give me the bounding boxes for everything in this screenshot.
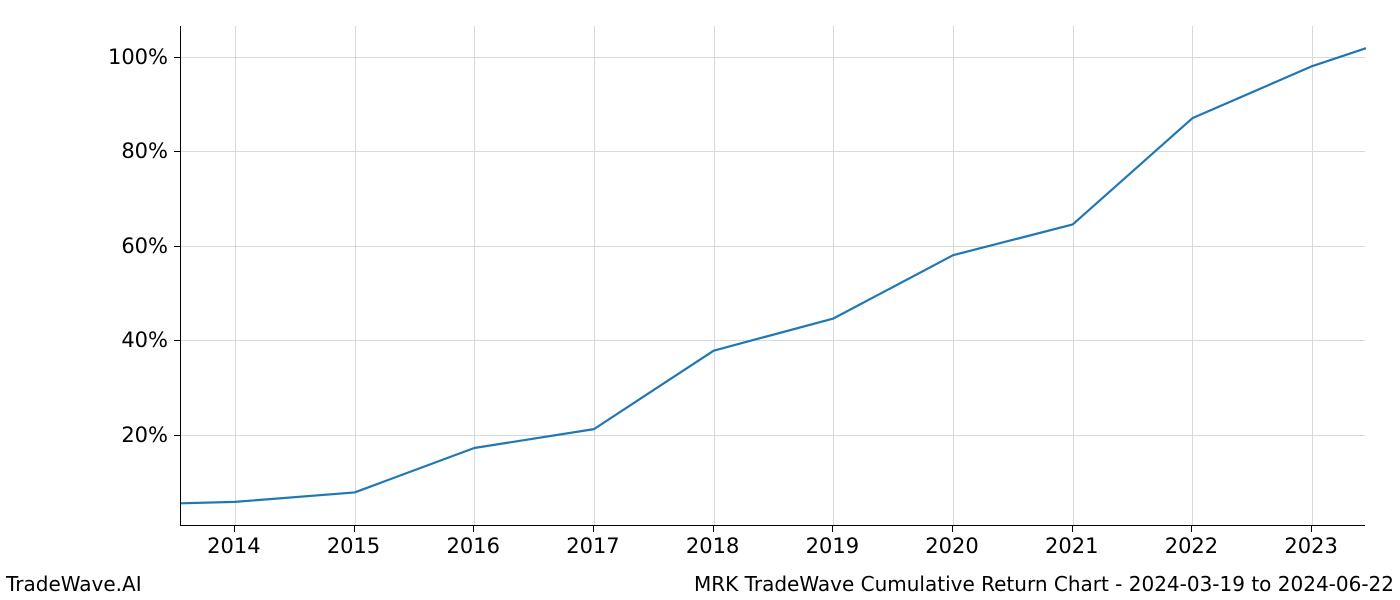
x-tick-label: 2018 bbox=[686, 534, 739, 558]
x-tick-mark bbox=[234, 526, 235, 532]
x-tick-mark bbox=[1311, 526, 1312, 532]
line-layer bbox=[181, 26, 1366, 526]
y-tick-mark bbox=[174, 435, 180, 436]
chart-container: 2014 2015 2016 2017 2018 2019 2020 2021 2022 2023… bbox=[0, 0, 1400, 600]
x-tick-mark bbox=[832, 526, 833, 532]
x-tick-label: 2019 bbox=[806, 534, 859, 558]
y-tick-label: 80% bbox=[121, 139, 168, 163]
y-tick-mark bbox=[174, 151, 180, 152]
x-tick-label: 2017 bbox=[566, 534, 619, 558]
plot-area bbox=[180, 26, 1365, 526]
x-tick-mark bbox=[473, 526, 474, 532]
x-tick-mark bbox=[1191, 526, 1192, 532]
x-tick-mark bbox=[593, 526, 594, 532]
x-tick-mark bbox=[1072, 526, 1073, 532]
footer-brand: TradeWave.AI bbox=[6, 572, 142, 596]
x-tick-mark bbox=[952, 526, 953, 532]
x-tick-label: 2023 bbox=[1284, 534, 1337, 558]
x-tick-mark bbox=[713, 526, 714, 532]
y-tick-label: 100% bbox=[108, 45, 168, 69]
x-tick-label: 2015 bbox=[327, 534, 380, 558]
x-tick-mark bbox=[354, 526, 355, 532]
x-tick-label: 2016 bbox=[447, 534, 500, 558]
y-tick-label: 20% bbox=[121, 423, 168, 447]
x-tick-label: 2020 bbox=[925, 534, 978, 558]
x-tick-label: 2022 bbox=[1165, 534, 1218, 558]
y-tick-mark bbox=[174, 57, 180, 58]
footer-caption: MRK TradeWave Cumulative Return Chart - … bbox=[694, 572, 1394, 596]
y-tick-mark bbox=[174, 340, 180, 341]
series-line-cumulative_return bbox=[181, 48, 1366, 503]
x-tick-label: 2014 bbox=[207, 534, 260, 558]
y-tick-label: 40% bbox=[121, 328, 168, 352]
y-tick-label: 60% bbox=[121, 234, 168, 258]
x-tick-label: 2021 bbox=[1045, 534, 1098, 558]
y-tick-mark bbox=[174, 246, 180, 247]
